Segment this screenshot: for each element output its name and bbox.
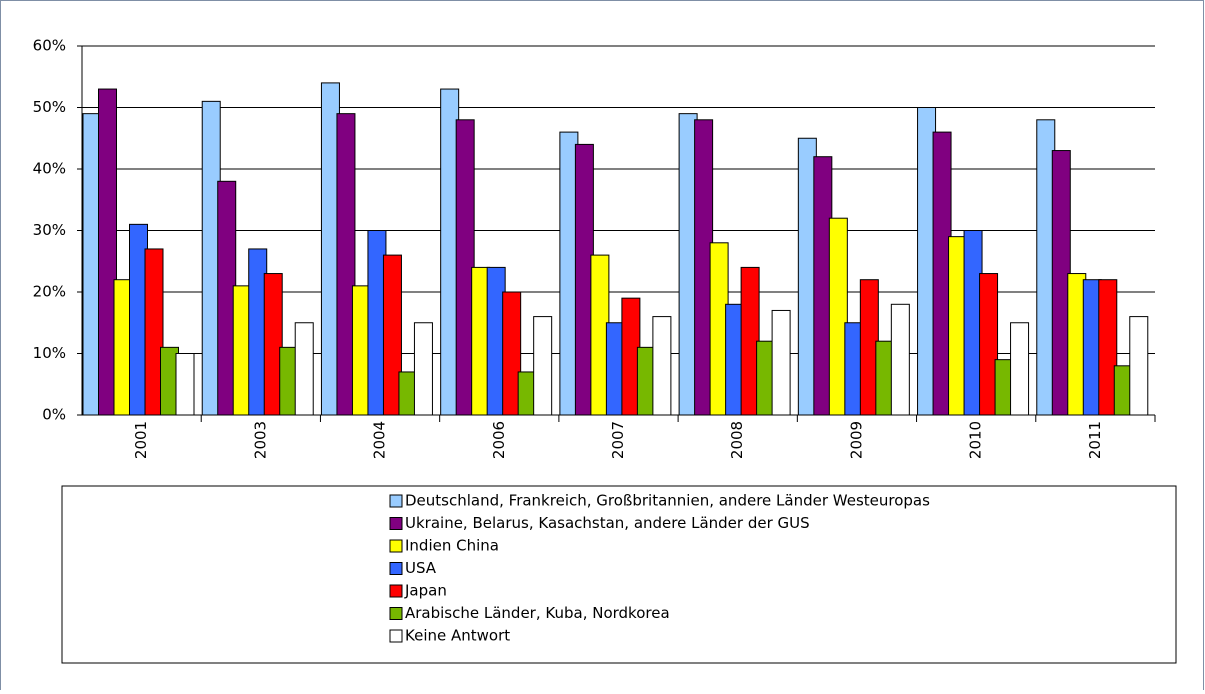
y-tick-label: 10% xyxy=(33,344,66,362)
bar xyxy=(413,322,433,416)
bar xyxy=(1010,322,1030,416)
x-tick-label: 2010 xyxy=(967,421,985,459)
bar xyxy=(771,309,791,416)
bar xyxy=(1129,316,1149,416)
legend-swatch xyxy=(389,517,403,530)
legend-label: Arabische Länder, Kuba, Nordkorea xyxy=(405,604,670,622)
y-tick-label: 30% xyxy=(33,221,66,239)
legend-swatch xyxy=(389,584,403,598)
legend-swatch xyxy=(389,539,403,553)
legend-label: USA xyxy=(405,559,437,577)
x-tick-label: 2003 xyxy=(251,421,269,459)
y-tick-label: 50% xyxy=(33,98,66,116)
x-tick-label: 2007 xyxy=(609,421,627,459)
legend-swatch xyxy=(389,494,403,508)
y-tick-label: 60% xyxy=(33,37,66,55)
bar xyxy=(175,353,195,416)
legend-swatch xyxy=(389,629,403,643)
y-tick-label: 20% xyxy=(33,283,66,301)
legend-label: Keine Antwort xyxy=(405,627,510,645)
y-tick-label: 40% xyxy=(33,160,66,178)
bar xyxy=(890,303,910,416)
x-tick-label: 2004 xyxy=(371,421,389,459)
legend-swatch xyxy=(389,562,403,575)
legend-label: Deutschland, Frankreich, Großbritannien,… xyxy=(405,492,930,510)
y-tick-label: 0% xyxy=(42,406,66,424)
x-tick-label: 2011 xyxy=(1086,421,1104,459)
x-tick-label: 2001 xyxy=(132,421,150,459)
x-tick-label: 2008 xyxy=(728,421,746,459)
legend-label: Indien China xyxy=(405,537,499,555)
bar xyxy=(533,316,553,416)
bar xyxy=(652,316,672,416)
bar xyxy=(294,322,314,416)
legend-label: Ukraine, Belarus, Kasachstan, andere Län… xyxy=(405,514,810,532)
legend-label: Japan xyxy=(404,582,447,600)
x-tick-label: 2009 xyxy=(847,421,865,459)
legend-box xyxy=(61,485,1177,664)
legend-swatch xyxy=(389,607,403,620)
x-tick-label: 2006 xyxy=(490,421,508,459)
